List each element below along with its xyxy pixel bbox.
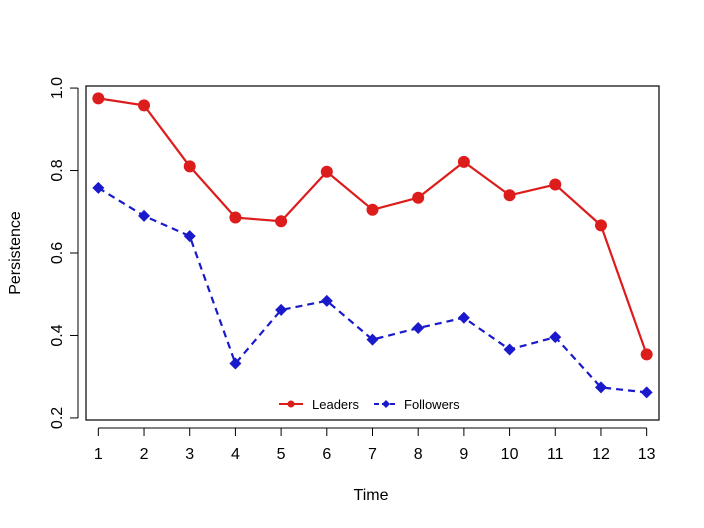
legend-label-leaders: Leaders	[312, 397, 359, 412]
y-tick-label: 0.8	[49, 159, 66, 181]
data-point-followers	[457, 311, 470, 324]
series-leaders	[92, 92, 653, 361]
x-tick-label: 8	[414, 446, 423, 463]
data-point-leaders	[594, 219, 607, 232]
data-point-followers	[503, 343, 516, 356]
legend-entry-followers: Followers	[374, 397, 460, 412]
data-point-followers	[138, 209, 151, 222]
series-line-followers	[97, 186, 647, 394]
y-axis-title: Persistence	[7, 211, 24, 295]
y-axis: 0.2 0.4 0.6 0.8 1.0	[49, 77, 79, 429]
legend-entry-leaders: Leaders	[279, 397, 359, 412]
x-tick-label: 2	[140, 446, 149, 463]
data-point-leaders	[92, 92, 105, 105]
data-point-leaders	[366, 203, 379, 216]
data-point-leaders	[275, 215, 288, 228]
legend-label-followers: Followers	[404, 397, 460, 412]
x-tick-label: 11	[547, 446, 564, 463]
data-point-leaders	[549, 178, 562, 191]
x-tick-label: 5	[277, 446, 286, 463]
legend-marker-followers	[382, 400, 390, 408]
x-tick-label: 9	[459, 446, 468, 463]
data-point-followers	[640, 386, 653, 399]
data-point-followers	[92, 181, 105, 194]
x-axis: 1 2 3 4 5 6 7 8 9 10 11 12 13	[94, 427, 656, 463]
data-point-followers	[229, 357, 242, 370]
y-tick-label: 1.0	[49, 77, 66, 99]
data-point-leaders	[457, 155, 470, 168]
x-tick-label: 7	[368, 446, 377, 463]
x-tick-label: 6	[322, 446, 331, 463]
data-point-leaders	[229, 211, 242, 224]
data-point-followers	[594, 381, 607, 394]
data-point-followers	[412, 322, 425, 335]
series-followers	[92, 181, 653, 399]
y-tick-label: 0.2	[49, 407, 66, 429]
legend-marker-leaders	[287, 400, 295, 408]
y-tick-label: 0.6	[49, 242, 66, 264]
data-point-leaders	[640, 348, 653, 361]
x-tick-label: 13	[638, 446, 656, 463]
data-point-followers	[320, 294, 333, 307]
series-layer	[92, 92, 653, 399]
data-point-followers	[549, 331, 562, 344]
data-point-followers	[275, 303, 288, 316]
series-line-leaders	[98, 97, 648, 355]
data-point-leaders	[503, 189, 516, 202]
data-point-leaders	[412, 191, 425, 204]
data-point-leaders	[320, 165, 333, 178]
data-point-leaders	[138, 99, 151, 112]
data-point-followers	[366, 333, 379, 346]
plot-area-box	[85, 85, 660, 421]
x-tick-label: 12	[592, 446, 610, 463]
y-tick-label: 0.4	[49, 324, 66, 346]
x-tick-label: 4	[231, 446, 240, 463]
x-tick-label: 10	[501, 446, 519, 463]
data-point-leaders	[183, 160, 196, 173]
x-tick-label: 3	[185, 446, 194, 463]
x-tick-label: 1	[94, 446, 103, 463]
x-axis-title: Time	[354, 487, 389, 504]
data-point-followers	[183, 230, 196, 243]
legend: Leaders Followers	[279, 397, 460, 412]
